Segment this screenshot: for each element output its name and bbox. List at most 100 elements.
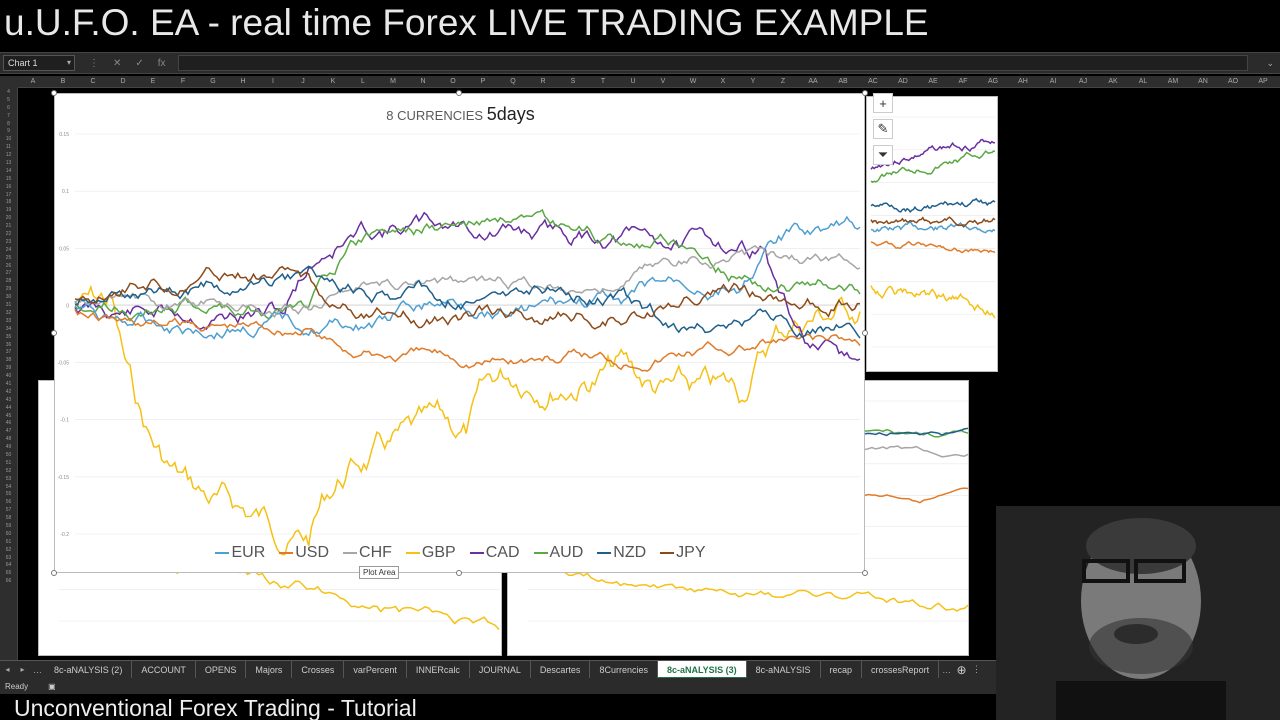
row-header-cell[interactable]: 8 [7, 120, 10, 127]
sheet-tab[interactable]: Crosses [292, 660, 345, 679]
row-header-cell[interactable]: 53 [5, 475, 12, 482]
column-header-cell[interactable]: AF [958, 78, 968, 85]
row-header-cell[interactable]: 62 [5, 546, 12, 553]
column-header-cell[interactable]: F [180, 78, 186, 85]
chevron-down-icon[interactable]: ▾ [66, 58, 71, 67]
row-header-cell[interactable]: 23 [5, 238, 12, 245]
column-header-cell[interactable]: B [60, 78, 66, 85]
column-header-cell[interactable]: AI [1049, 78, 1057, 85]
tab-scroll-right-icon[interactable]: ▸ [20, 665, 25, 674]
resize-handle[interactable] [51, 90, 57, 96]
column-header-cell[interactable]: AP [1258, 78, 1268, 85]
row-header-cell[interactable]: 65 [5, 570, 12, 577]
series-line-NZD[interactable] [870, 197, 996, 213]
row-header-cell[interactable]: 46 [5, 420, 12, 427]
column-header-cell[interactable]: AA [808, 78, 818, 85]
row-header-cell[interactable]: 52 [5, 467, 12, 474]
column-header-cell[interactable]: AE [928, 78, 938, 85]
name-box[interactable]: Chart 1 ▾ [3, 55, 75, 71]
row-header-cell[interactable]: 5 [7, 96, 10, 103]
row-header-cell[interactable]: 20 [5, 215, 12, 222]
row-header-cell[interactable]: 36 [5, 341, 12, 348]
row-header-cell[interactable]: 64 [5, 562, 12, 569]
chart-title[interactable]: 8 CURRENCIES 5days [55, 104, 866, 125]
row-header-cell[interactable]: 7 [7, 112, 10, 119]
legend-item[interactable]: JPY [660, 544, 706, 562]
tabs-more-left-icon[interactable]: … [32, 664, 42, 675]
column-header-cell[interactable]: AH [1018, 78, 1028, 85]
column-header-cell[interactable]: Y [750, 78, 756, 85]
row-header-cell[interactable]: 40 [5, 373, 12, 380]
sheet-tab[interactable]: Descartes [531, 660, 591, 679]
row-header-cell[interactable]: 32 [5, 309, 12, 316]
column-header-cell[interactable]: L [361, 78, 365, 85]
column-header-cell[interactable]: AC [868, 78, 878, 85]
row-header-cell[interactable]: 59 [5, 522, 12, 529]
tabs-menu-icon[interactable]: ⋮ [972, 664, 982, 674]
column-header-cell[interactable]: AB [838, 78, 848, 85]
row-header-cell[interactable]: 37 [5, 349, 12, 356]
row-header-cell[interactable]: 15 [5, 175, 12, 182]
column-header-cell[interactable]: R [540, 78, 546, 85]
column-header-cell[interactable]: S [570, 78, 576, 85]
row-header-cell[interactable]: 6 [7, 104, 10, 111]
select-all-corner[interactable] [0, 76, 18, 88]
column-header-cell[interactable]: AD [898, 78, 908, 85]
check-icon[interactable]: ✓ [135, 57, 144, 69]
column-header-cell[interactable]: N [420, 78, 426, 85]
row-header-cell[interactable]: 11 [5, 144, 12, 151]
column-header-cell[interactable]: AK [1108, 78, 1118, 85]
row-header-cell[interactable]: 47 [5, 428, 12, 435]
row-header-cell[interactable]: 10 [5, 136, 12, 143]
column-header-cell[interactable]: V [660, 78, 666, 85]
column-header-cell[interactable]: G [210, 78, 216, 85]
expand-icon[interactable]: ⌄ [1266, 57, 1274, 68]
row-header-cell[interactable]: 18 [5, 199, 12, 206]
row-header-cell[interactable]: 22 [5, 231, 12, 238]
row-header-cell[interactable]: 51 [5, 459, 12, 466]
series-line-JPY[interactable] [870, 216, 996, 228]
legend-item[interactable]: GBP [405, 544, 456, 562]
resize-handle[interactable] [51, 330, 57, 336]
row-header-cell[interactable]: 13 [5, 160, 12, 167]
tabs-more-right-icon[interactable]: … [942, 664, 952, 675]
column-header-cell[interactable]: W [689, 78, 697, 85]
add-sheet-icon[interactable]: ⊕ [956, 662, 967, 677]
background-chart-right[interactable] [866, 96, 998, 372]
row-header-cell[interactable]: 9 [7, 128, 10, 135]
row-header-cell[interactable]: 14 [5, 167, 12, 174]
row-header-cell[interactable]: 38 [5, 357, 12, 364]
row-header-cell[interactable]: 61 [5, 538, 12, 545]
column-header-cell[interactable]: AJ [1078, 78, 1088, 85]
fx-icon[interactable]: fx [157, 57, 166, 69]
column-header-cell[interactable]: D [120, 78, 126, 85]
row-header-cell[interactable]: 33 [5, 317, 12, 324]
resize-handle[interactable] [862, 570, 868, 576]
column-header-cell[interactable]: O [450, 78, 456, 85]
row-header-cell[interactable]: 34 [5, 325, 12, 332]
column-header-cell[interactable]: E [150, 78, 156, 85]
column-header-cell[interactable]: AL [1138, 78, 1148, 85]
legend-item[interactable]: USD [279, 544, 329, 562]
row-header-cell[interactable]: 24 [5, 246, 12, 253]
filter-icon[interactable]: ⏷ [873, 145, 893, 165]
column-header-cell[interactable]: P [480, 78, 486, 85]
series-line-JPY[interactable] [74, 265, 860, 330]
legend-item[interactable]: EUR [215, 544, 265, 562]
column-header-cell[interactable]: AG [987, 78, 999, 85]
row-header-cell[interactable]: 16 [5, 183, 12, 190]
series-line-CHF[interactable] [74, 244, 861, 319]
column-header-cell[interactable]: C [90, 78, 96, 85]
sheet-tab[interactable]: OPENS [196, 660, 247, 679]
resize-handle[interactable] [862, 90, 868, 96]
row-header-cell[interactable]: 27 [5, 270, 12, 277]
column-header-cell[interactable]: H [240, 78, 246, 85]
row-header-cell[interactable]: 50 [5, 451, 12, 458]
row-header-cell[interactable]: 55 [5, 491, 12, 498]
series-line-GBP[interactable] [527, 560, 969, 612]
row-header-cell[interactable]: 56 [5, 499, 12, 506]
row-header-cell[interactable]: 25 [5, 254, 12, 261]
formula-input[interactable] [177, 55, 1249, 71]
legend-item[interactable]: NZD [597, 544, 646, 562]
column-header-cell[interactable]: J [301, 78, 305, 85]
